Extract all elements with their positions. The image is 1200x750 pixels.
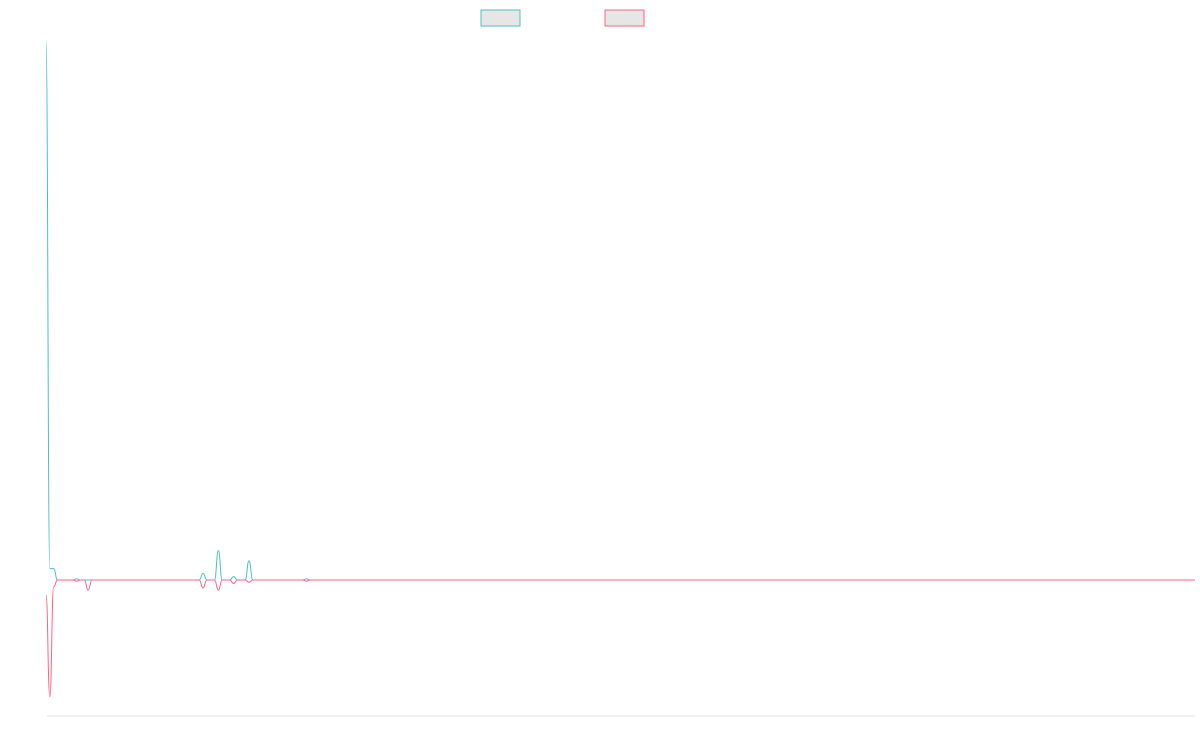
series-line-2 xyxy=(45,579,1195,698)
legend-swatch-series-2[interactable] xyxy=(604,9,645,27)
legend-swatch-series-1[interactable] xyxy=(480,9,521,27)
series-line-1 xyxy=(45,41,1195,581)
legend xyxy=(480,9,645,27)
series-layer xyxy=(45,41,1195,698)
